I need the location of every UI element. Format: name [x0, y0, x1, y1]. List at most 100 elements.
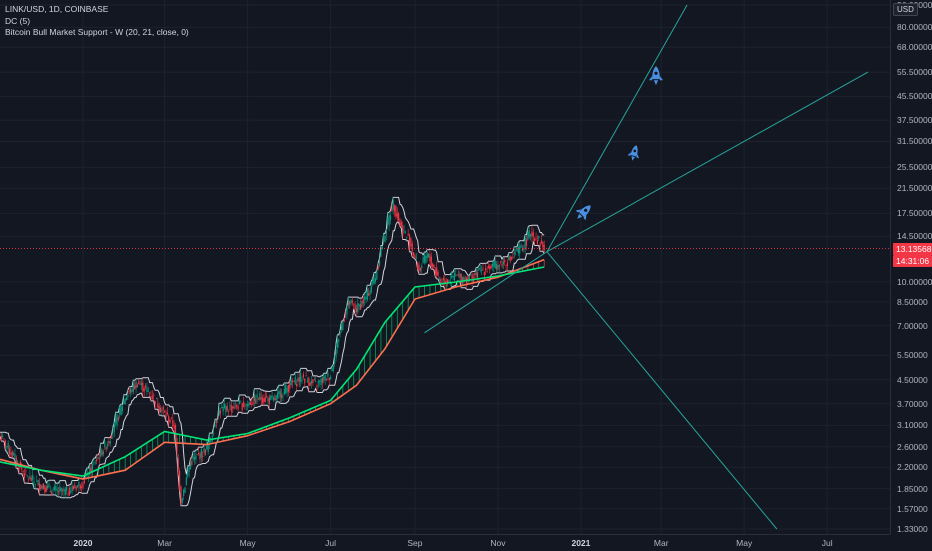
candle-body [143, 388, 145, 392]
candle-body [324, 374, 326, 380]
candle-body [11, 451, 13, 458]
candle-body [105, 446, 107, 450]
candle-body [274, 397, 276, 401]
candle-body [415, 257, 417, 259]
candle-body [536, 240, 538, 244]
time-axis[interactable]: 2020 Mar May Jul Sep Nov 2021 Mar May Jul [0, 534, 890, 551]
candle-body [339, 331, 341, 334]
candle-body [309, 382, 311, 386]
candle-body [297, 377, 299, 382]
candle-body [178, 470, 181, 490]
candle-body [131, 389, 133, 392]
candle-body [400, 222, 402, 227]
candle-body [150, 396, 152, 398]
y-tick-label: 10.00000 [897, 276, 932, 287]
candle-body [471, 274, 473, 282]
candle-body [493, 260, 495, 267]
candle-body [104, 441, 106, 447]
candle-body [317, 380, 319, 384]
candle-body [222, 406, 224, 412]
candle-body [478, 268, 480, 271]
candle-body [74, 484, 76, 488]
sma-line [0, 258, 545, 480]
candle-body [207, 443, 209, 453]
candle-body [240, 401, 242, 403]
candle-body [328, 378, 330, 381]
candle-body [97, 457, 99, 459]
trendline [546, 251, 778, 530]
candle-body [134, 385, 136, 389]
candle-body [291, 380, 294, 383]
candle-body [257, 398, 260, 400]
candle-body [540, 240, 543, 244]
candle-body [467, 276, 469, 282]
candle-body [459, 273, 461, 278]
price-axis[interactable]: 96.0000080.0000068.0000055.5000045.50000… [890, 0, 932, 534]
candle-body [8, 448, 11, 454]
candle-body [180, 486, 182, 505]
rocket-icon [575, 205, 591, 221]
y-tick-label: 3.70000 [897, 398, 928, 409]
candle-body [57, 491, 60, 493]
candle-body [165, 414, 167, 418]
candle-body [128, 391, 130, 393]
candle-body [40, 484, 42, 490]
candle-body [173, 424, 175, 429]
candle-body [267, 397, 269, 402]
candle-body [346, 306, 348, 315]
candle-body [380, 249, 382, 257]
candle-body [525, 239, 528, 246]
indicator-donchian-label[interactable]: DC (5) [5, 15, 31, 26]
candle-body [136, 384, 139, 388]
candle-body [110, 435, 113, 439]
candle-body [359, 303, 362, 310]
candle-body [343, 318, 345, 322]
candle-body [214, 424, 216, 427]
candle-body [479, 268, 481, 270]
candle-body [189, 461, 192, 470]
candle-body [378, 260, 381, 266]
candle-body [95, 459, 98, 461]
candle-body [411, 243, 413, 252]
candle-body [61, 490, 64, 491]
candle-body [260, 397, 262, 400]
candle-body [463, 276, 465, 283]
candle-body [453, 273, 456, 281]
candle-body [523, 248, 525, 250]
candle-body [334, 360, 336, 365]
currency-badge[interactable]: USD [893, 3, 918, 16]
chart-svg[interactable] [0, 0, 890, 534]
chart-plot-area[interactable]: LINK/USD, 1D, COINBASE DC (5) Bitcoin Bu… [0, 0, 890, 534]
candle-body [340, 326, 343, 331]
candle-body [510, 256, 513, 259]
symbol-title[interactable]: LINK/USD, 1D, COINBASE [5, 4, 109, 14]
candle-body [33, 481, 35, 484]
candle-body [161, 410, 163, 412]
candle-body [451, 272, 453, 278]
candle-body [423, 254, 426, 263]
candle-body [45, 487, 47, 492]
candle-body [445, 281, 447, 283]
candle-body [6, 446, 8, 447]
candle-body [403, 230, 405, 232]
candle-body [281, 394, 283, 399]
candle-body [25, 470, 27, 472]
trendline [546, 4, 688, 252]
indicator-bull-market-label[interactable]: Bitcoin Bull Market Support - W (20, 21,… [5, 27, 189, 37]
candle-body [353, 303, 355, 305]
candle-body [117, 417, 119, 420]
candle-body [113, 421, 115, 432]
candle-body [82, 482, 84, 488]
candle-body [236, 405, 238, 408]
donchian-upper-line [0, 196, 545, 487]
y-tick-label: 1.57000 [897, 503, 928, 514]
y-tick-label: 25.50000 [897, 162, 932, 173]
candle-body [203, 448, 205, 453]
candle-body [472, 276, 475, 278]
y-tick-label: 45.50000 [897, 91, 932, 102]
candle-body [168, 416, 170, 423]
candle-body [497, 265, 499, 270]
candle-body [109, 440, 111, 444]
trendlines[interactable] [424, 4, 869, 530]
candle-body [252, 401, 254, 405]
